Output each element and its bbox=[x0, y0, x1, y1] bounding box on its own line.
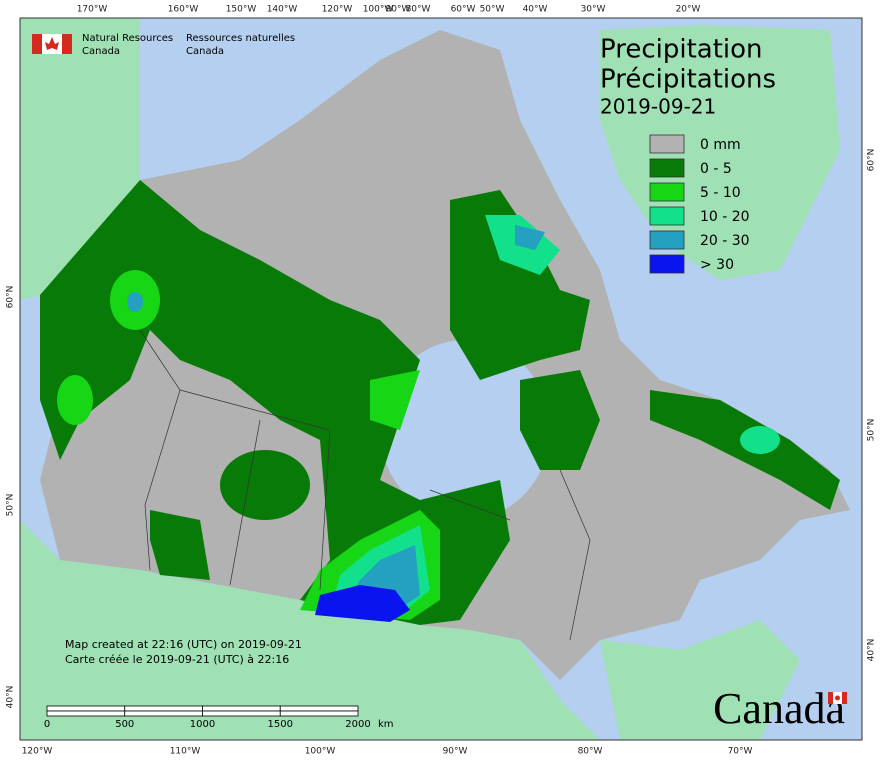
org-en-line: Natural Resources bbox=[82, 33, 173, 44]
lon-label: 90°W bbox=[386, 5, 411, 15]
legend-label: 0 - 5 bbox=[700, 161, 732, 177]
lon-label: 20°W bbox=[676, 5, 701, 15]
alaska bbox=[20, 18, 140, 300]
lon-label: 140°W bbox=[267, 5, 298, 15]
org-en-line: Canada bbox=[82, 46, 120, 57]
precip-20-30-yukon bbox=[127, 292, 143, 312]
scale-label: 500 bbox=[115, 719, 134, 730]
border bbox=[429, 489, 511, 521]
legend-swatch bbox=[649, 254, 685, 274]
scale-label: 0 bbox=[44, 719, 50, 730]
org-fr-line: Ressources naturelles bbox=[186, 33, 295, 44]
map-frame bbox=[19, 17, 863, 741]
flag-bar bbox=[828, 692, 833, 704]
lon-label: 90°W bbox=[443, 747, 468, 757]
flag-bar bbox=[62, 34, 72, 54]
border bbox=[229, 419, 261, 586]
lon-label: 100°W bbox=[363, 5, 394, 15]
legend-label: 5 - 10 bbox=[700, 185, 741, 201]
border bbox=[559, 469, 591, 641]
lat-label: 40°N bbox=[867, 639, 877, 662]
map-date: 2019-09-21 bbox=[600, 95, 716, 119]
lon-label: 120°W bbox=[22, 747, 53, 757]
legend-swatch bbox=[649, 230, 685, 250]
lon-label: 160°W bbox=[168, 5, 199, 15]
united-states-east bbox=[600, 620, 800, 740]
precip-over-30 bbox=[315, 585, 410, 622]
scale-unit: km bbox=[378, 719, 394, 730]
scale-segment bbox=[202, 705, 281, 712]
legend-label: > 30 bbox=[700, 257, 734, 273]
scale-segment bbox=[124, 705, 203, 712]
scale-segment bbox=[279, 705, 359, 712]
lat-label: 40°N bbox=[6, 686, 16, 709]
title-en: Precipitation bbox=[600, 35, 763, 65]
lon-label: 170°W bbox=[77, 5, 108, 15]
legend-label: 20 - 30 bbox=[700, 233, 750, 249]
org-fr-line: Canada bbox=[186, 46, 224, 57]
maple-leaf bbox=[45, 37, 59, 50]
lon-label: 40°W bbox=[523, 5, 548, 15]
precip-20-30-north bbox=[515, 225, 545, 250]
scale-label: 1500 bbox=[268, 719, 293, 730]
map-area bbox=[20, 18, 862, 740]
lon-label: 60°W bbox=[451, 5, 476, 15]
title-fr: Précipitations bbox=[600, 65, 776, 95]
wordmark-flag bbox=[828, 692, 847, 704]
precip-0-5-bc bbox=[150, 510, 210, 580]
legend-label: 0 mm bbox=[700, 137, 741, 153]
legend-label: 10 - 20 bbox=[700, 209, 750, 225]
precip-0-5-quebec bbox=[450, 190, 590, 380]
scale-segment bbox=[279, 710, 359, 717]
scale-segment bbox=[46, 705, 126, 712]
lat-label: 60°N bbox=[6, 286, 16, 309]
legend-swatch bbox=[649, 134, 685, 154]
flag-bar bbox=[842, 692, 847, 704]
precip-10-20-east bbox=[740, 426, 780, 454]
logo bbox=[32, 34, 72, 54]
legend-swatch bbox=[649, 206, 685, 226]
legend-swatch bbox=[649, 158, 685, 178]
maple-leaf bbox=[835, 695, 840, 701]
lon-label: 110°W bbox=[170, 747, 201, 757]
lat-label: 50°N bbox=[6, 494, 16, 517]
precip-5-10-coast bbox=[57, 375, 93, 425]
lat-label: 50°N bbox=[867, 419, 877, 442]
border bbox=[139, 329, 181, 571]
hudson-bay bbox=[380, 340, 550, 520]
precip-0-5-labrador bbox=[520, 370, 600, 470]
precip-5-10-hudson bbox=[370, 370, 420, 430]
legend-swatch bbox=[649, 182, 685, 202]
scale-segment bbox=[46, 710, 126, 717]
scale-segment bbox=[124, 710, 203, 717]
lon-label: 150°W bbox=[226, 5, 257, 15]
lon-label: 70°W bbox=[728, 747, 753, 757]
precip-0-5-east bbox=[650, 390, 840, 510]
lat-label: 60°N bbox=[867, 149, 877, 172]
wordmark: Canada bbox=[713, 684, 845, 733]
scale-label: 1000 bbox=[190, 719, 215, 730]
precip-0-5-sask bbox=[220, 450, 310, 520]
border bbox=[179, 389, 331, 591]
lon-label: 80°W bbox=[406, 5, 431, 15]
scale-segment bbox=[202, 710, 281, 717]
lon-label: 30°W bbox=[581, 5, 606, 15]
scale-label: 2000 bbox=[345, 719, 370, 730]
flag-bar bbox=[32, 34, 42, 54]
lon-label: 100°W bbox=[305, 747, 336, 757]
note: Carte créée le 2019-09-21 (UTC) à 22:16 bbox=[65, 653, 289, 666]
note: Map created at 22:16 (UTC) on 2019-09-21 bbox=[65, 638, 302, 651]
lon-label: 80°W bbox=[578, 747, 603, 757]
lon-label: 50°W bbox=[480, 5, 505, 15]
lon-label: 120°W bbox=[322, 5, 353, 15]
